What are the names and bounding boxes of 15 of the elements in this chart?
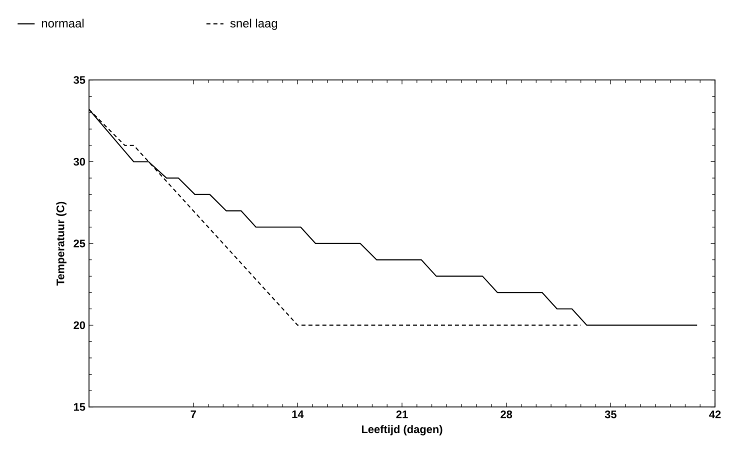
y-tick-label: 35: [74, 76, 86, 84]
legend-label: normaal: [42, 18, 84, 28]
x-tick-label: 28: [500, 410, 512, 418]
y-tick-label: 15: [74, 403, 86, 411]
x-tick-label: 14: [292, 410, 304, 418]
y-axis-title: Temperatuur (C): [56, 202, 66, 286]
legend-label: snel laag: [230, 18, 278, 30]
x-tick-label: 21: [396, 410, 408, 418]
y-tick-label: 30: [74, 158, 86, 166]
y-tick-label: 25: [74, 240, 86, 248]
x-tick-label: 7: [190, 410, 196, 418]
x-tick-label: 35: [604, 410, 616, 418]
x-tick-label: 42: [709, 410, 721, 418]
y-tick-label: 20: [74, 321, 86, 330]
x-axis-title: Leeftijd (dagen): [362, 425, 442, 436]
